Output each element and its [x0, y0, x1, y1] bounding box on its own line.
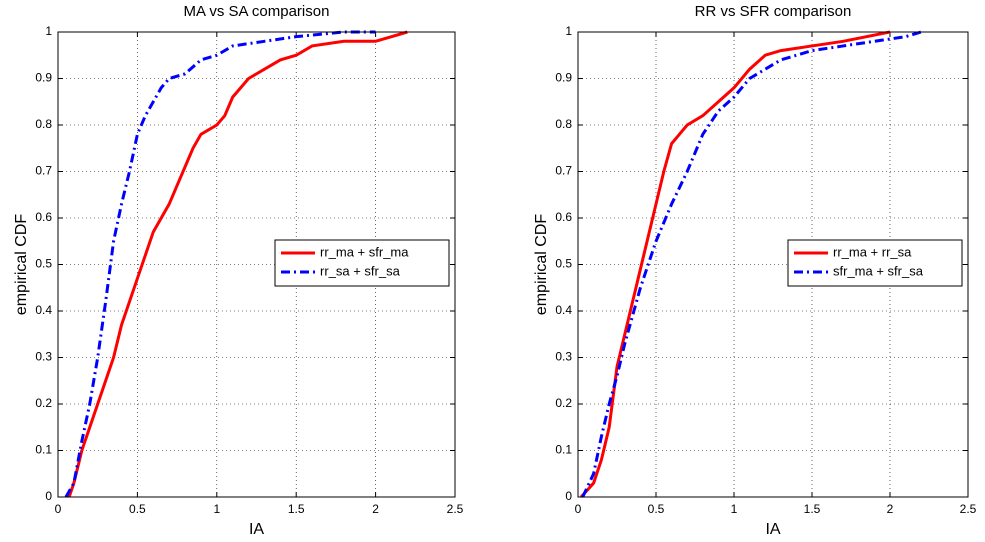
x-axis-label: IA: [249, 521, 264, 538]
legend-label: rr_ma + sfr_ma: [320, 244, 409, 259]
data-line: [67, 30, 408, 498]
y-tick-label: 0.9: [35, 71, 52, 85]
legend-box: [274, 239, 450, 287]
y-tick-label: 0.2: [555, 396, 572, 410]
x-tick-label: 0: [55, 502, 62, 516]
x-tick-label: 0: [575, 502, 582, 516]
y-tick-label: 0: [565, 489, 572, 503]
legend-label: rr_ma + rr_sa: [833, 244, 912, 259]
legend-box: [787, 239, 963, 287]
y-tick-label: 0.9: [555, 71, 572, 85]
chart-title: RR vs SFR comparison: [695, 3, 852, 20]
legend-label: rr_sa + sfr_sa: [320, 263, 401, 278]
y-tick-label: 0: [45, 489, 52, 503]
x-tick-label: 0.5: [648, 502, 665, 516]
chart-title: MA vs SA comparison: [184, 3, 330, 20]
y-tick-label: 0.8: [35, 117, 52, 131]
x-tick-label: 1.5: [804, 502, 821, 516]
x-tick-label: 1.5: [288, 502, 305, 516]
data-line: [581, 30, 922, 498]
y-tick-label: 0.6: [35, 210, 52, 224]
x-axis-label: IA: [765, 521, 780, 538]
y-tick-label: 0.7: [35, 164, 52, 178]
y-tick-label: 0.3: [35, 350, 52, 364]
axes-frame: [57, 31, 456, 498]
axes-frame: [577, 31, 969, 498]
x-tick-label: 2.5: [960, 502, 977, 516]
y-tick-label: 0.4: [35, 303, 52, 317]
y-tick-label: 0.1: [35, 443, 52, 457]
y-tick-label: 0.2: [35, 396, 52, 410]
y-tick-label: 0.1: [555, 443, 572, 457]
y-tick-label: 0.3: [555, 350, 572, 364]
y-tick-label: 0.5: [35, 257, 52, 271]
y-tick-label: 0.7: [555, 164, 572, 178]
y-tick-label: 0.8: [555, 117, 572, 131]
y-tick-label: 1: [565, 24, 572, 38]
x-tick-label: 1: [731, 502, 738, 516]
x-tick-label: 1: [213, 502, 220, 516]
y-tick-label: 0.4: [555, 303, 572, 317]
y-axis-label: empirical CDF: [533, 214, 550, 316]
y-axis-label: empirical CDF: [13, 214, 30, 316]
y-tick-label: 1: [45, 24, 52, 38]
y-tick-label: 0.6: [555, 210, 572, 224]
y-tick-label: 0.5: [555, 257, 572, 271]
x-tick-label: 2: [372, 502, 379, 516]
x-tick-label: 2.5: [447, 502, 464, 516]
x-tick-label: 2: [887, 502, 894, 516]
legend-label: sfr_ma + sfr_sa: [833, 263, 924, 278]
x-tick-label: 0.5: [129, 502, 146, 516]
data-line: [64, 30, 376, 498]
